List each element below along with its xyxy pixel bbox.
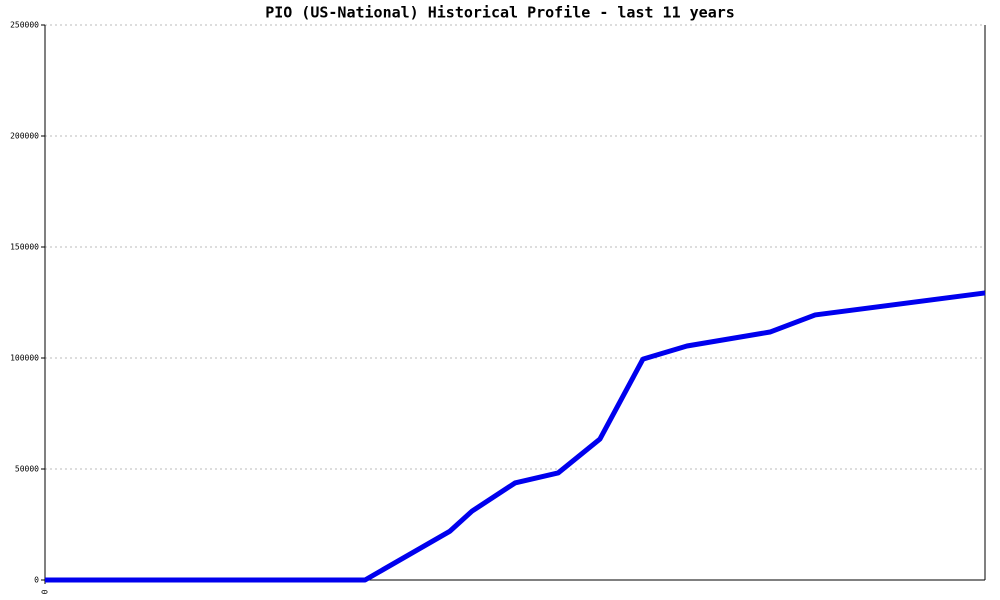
y-tick-label: 50000 bbox=[15, 465, 39, 474]
chart-title: PIO (US-National) Historical Profile - l… bbox=[265, 4, 735, 22]
y-tick-label: 200000 bbox=[10, 132, 39, 141]
y-tick-label: 100000 bbox=[10, 354, 39, 363]
y-tick-label: 150000 bbox=[10, 243, 39, 252]
y-tick-label: 250000 bbox=[10, 21, 39, 30]
data-line bbox=[45, 290, 986, 583]
x-tick-label: 0 bbox=[41, 589, 50, 594]
y-tick-label: 0 bbox=[34, 576, 39, 585]
